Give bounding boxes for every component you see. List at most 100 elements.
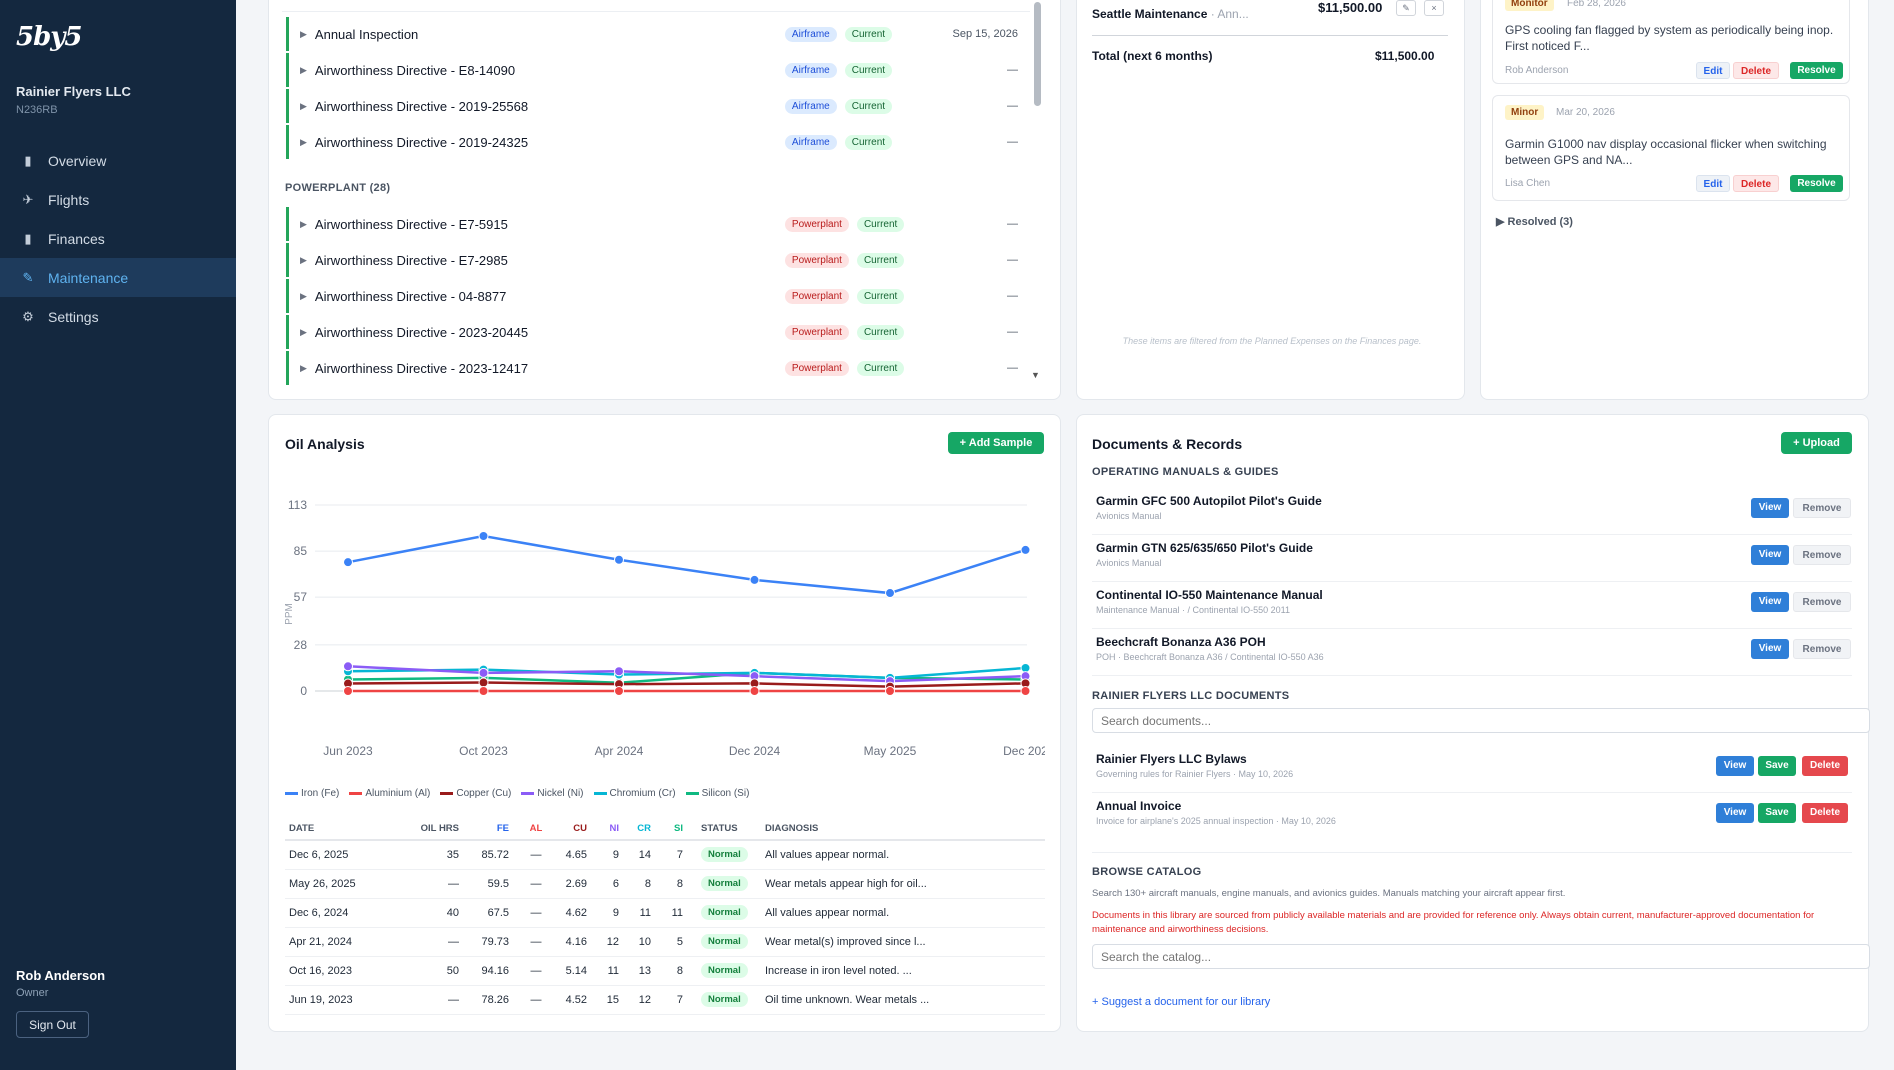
maintenance-row[interactable]: ▶ Airworthiness Directive - 2023-12417 P… xyxy=(286,351,1028,385)
remove-button[interactable]: Remove xyxy=(1793,592,1851,612)
due-date: — xyxy=(1007,362,1018,374)
data-point[interactable] xyxy=(749,686,760,696)
data-point[interactable] xyxy=(1020,662,1031,673)
table-row[interactable]: Dec 6, 2025 35 85.72—4.65 9 14 7 Normal All val… xyxy=(285,840,1045,870)
data-point[interactable] xyxy=(343,661,353,672)
app-logo[interactable]: 5by5 xyxy=(16,22,82,52)
view-button[interactable]: View xyxy=(1716,803,1754,823)
expand-arrow-icon[interactable]: ▶ xyxy=(300,136,307,147)
nav-item-flights[interactable]: ✈ Flights xyxy=(0,180,236,219)
edit-expense-icon[interactable]: ✎ xyxy=(1396,0,1416,16)
delete-button[interactable]: Delete xyxy=(1733,175,1779,192)
table-row[interactable]: Apr 21, 2024—79.73—4.16 12 10 5 Normal Wear m… xyxy=(285,927,1045,957)
resolved-toggle[interactable]: ▶ Resolved (3) xyxy=(1496,216,1573,228)
data-point[interactable] xyxy=(1020,686,1031,696)
legend-label: Nickel (Ni) xyxy=(537,788,584,799)
delete-button[interactable]: Delete xyxy=(1802,803,1848,823)
expand-arrow-icon[interactable]: ▶ xyxy=(300,64,307,75)
data-point[interactable] xyxy=(614,666,624,677)
close-icon[interactable]: × xyxy=(1424,0,1444,16)
maintenance-row[interactable]: ▶ Airworthiness Directive - E7-2985 Powe… xyxy=(286,243,1028,277)
nav-item-finances[interactable]: ▮ Finances xyxy=(0,219,236,258)
nav-item-maintenance[interactable]: ✎ Maintenance xyxy=(0,258,236,297)
data-point[interactable] xyxy=(478,531,489,542)
maintenance-row[interactable]: ▶ Airworthiness Directive - 2023-20445 P… xyxy=(286,315,1028,349)
save-button[interactable]: Save xyxy=(1758,803,1796,823)
data-point[interactable] xyxy=(478,667,489,678)
squawk-date: Mar 20, 2026 xyxy=(1556,107,1615,118)
view-button[interactable]: View xyxy=(1751,592,1789,612)
table-row[interactable]: Oct 16, 2023 50 94.16—5.14 11 13 8 Normal Incre… xyxy=(285,956,1045,986)
edit-button[interactable]: Edit xyxy=(1696,62,1730,79)
maintenance-row[interactable]: ▶ Airworthiness Directive - E8-14090 Air… xyxy=(286,53,1028,87)
maintenance-row[interactable]: ▶ Airworthiness Directive - 2019-25568 A… xyxy=(286,89,1028,123)
legend-item[interactable]: Iron (Fe) xyxy=(285,788,339,799)
data-point[interactable] xyxy=(1020,544,1031,555)
expand-arrow-icon[interactable]: ▶ xyxy=(300,362,307,373)
suggest-document-link[interactable]: + Suggest a document for our library xyxy=(1092,996,1271,1008)
legend-item[interactable]: Copper (Cu) xyxy=(440,788,511,799)
legend-item[interactable]: Silicon (Si) xyxy=(685,788,749,799)
nav-item-settings[interactable]: ⚙ Settings xyxy=(0,297,236,336)
add-sample-button[interactable]: + Add Sample xyxy=(948,432,1044,454)
sign-out-button[interactable]: Sign Out xyxy=(16,1011,89,1038)
save-button[interactable]: Save xyxy=(1758,756,1796,776)
expand-arrow-icon[interactable]: ▶ xyxy=(300,28,307,39)
resolve-button[interactable]: Resolve xyxy=(1790,62,1843,79)
maintenance-row[interactable]: ▶ Airworthiness Directive - 2019-24325 A… xyxy=(286,125,1028,159)
data-point[interactable] xyxy=(614,554,624,565)
table-row[interactable]: Jun 19, 2023—78.26—4.52 15 12 7 Normal Oil ti… xyxy=(285,985,1045,1015)
legend-item[interactable]: Chromium (Cr) xyxy=(593,788,676,799)
table-row[interactable]: Dec 6, 2024 40 67.5—4.62 9 11 11 Normal All val… xyxy=(285,898,1045,928)
due-date: Sep 15, 2026 xyxy=(952,28,1018,40)
due-date: — xyxy=(1007,100,1018,112)
legend-item[interactable]: Nickel (Ni) xyxy=(521,788,584,799)
remove-button[interactable]: Remove xyxy=(1793,498,1851,518)
category-badge: Airframe xyxy=(784,98,837,114)
edit-button[interactable]: Edit xyxy=(1696,175,1730,192)
delete-button[interactable]: Delete xyxy=(1802,756,1848,776)
doc-title: Beechcraft Bonanza A36 POH xyxy=(1096,635,1266,649)
expand-arrow-icon[interactable]: ▶ xyxy=(300,326,307,337)
scroll-down-icon[interactable]: ▼ xyxy=(1031,370,1040,380)
scrollbar-thumb[interactable] xyxy=(1034,2,1041,106)
legend-label: Copper (Cu) xyxy=(456,788,512,799)
data-point[interactable] xyxy=(885,686,895,696)
data-point[interactable] xyxy=(343,557,353,568)
data-point[interactable] xyxy=(343,686,353,696)
expand-arrow-icon[interactable]: ▶ xyxy=(300,100,307,111)
resolve-button[interactable]: Resolve xyxy=(1790,175,1843,192)
expense-name: Seattle Maintenance xyxy=(1092,7,1208,21)
expand-arrow-icon[interactable]: ▶ xyxy=(300,290,307,301)
maintenance-row[interactable]: ▶ Annual Inspection Airframe Current Sep… xyxy=(286,17,1028,51)
data-point[interactable] xyxy=(614,686,624,696)
search-catalog-input[interactable] xyxy=(1092,944,1870,969)
divider xyxy=(1092,35,1448,36)
table-row[interactable]: May 26, 2025—59.5—2.69 6 8 8 Normal Wear meta… xyxy=(285,869,1045,899)
data-point[interactable] xyxy=(478,677,489,688)
view-button[interactable]: View xyxy=(1751,639,1789,659)
maintenance-row[interactable]: ▶ Airworthiness Directive - E7-5915 Powe… xyxy=(286,207,1028,241)
oil-analysis-title: Oil Analysis xyxy=(285,436,365,452)
view-button[interactable]: View xyxy=(1751,545,1789,565)
delete-button[interactable]: Delete xyxy=(1733,62,1779,79)
table-cell: 10 xyxy=(627,927,659,957)
legend-item[interactable]: Aluminium (Al) xyxy=(349,788,430,799)
view-button[interactable]: View xyxy=(1751,498,1789,518)
y-tick-label: 85 xyxy=(294,544,308,558)
data-point[interactable] xyxy=(749,574,760,585)
expand-arrow-icon[interactable]: ▶ xyxy=(300,254,307,265)
expand-arrow-icon[interactable]: ▶ xyxy=(300,218,307,229)
nav-item-overview[interactable]: ▮ Overview xyxy=(0,141,236,180)
data-point[interactable] xyxy=(478,686,489,696)
maintenance-row[interactable]: ▶ Airworthiness Directive - 04-8877 Powe… xyxy=(286,279,1028,313)
category-badge: Powerplant xyxy=(784,288,849,304)
upload-button[interactable]: + Upload xyxy=(1781,432,1852,454)
search-documents-input[interactable] xyxy=(1092,708,1870,733)
data-point[interactable] xyxy=(885,588,895,599)
remove-button[interactable]: Remove xyxy=(1793,639,1851,659)
series-line xyxy=(347,671,1026,685)
status-badge: Current xyxy=(844,98,893,114)
view-button[interactable]: View xyxy=(1716,756,1754,776)
remove-button[interactable]: Remove xyxy=(1793,545,1851,565)
